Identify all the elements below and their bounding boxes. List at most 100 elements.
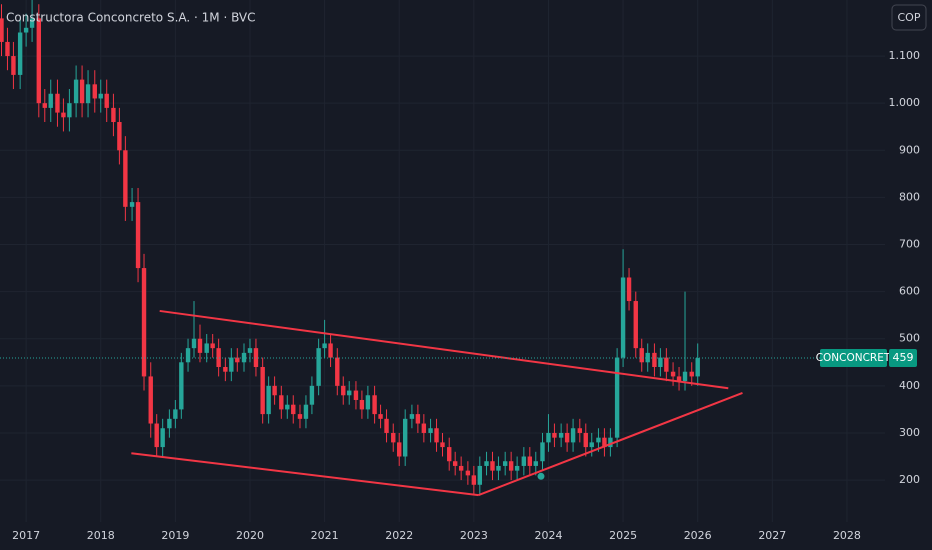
candle-body (210, 343, 215, 349)
candle-body (92, 84, 97, 99)
candle-body (328, 343, 333, 358)
x-tick-label: 2021 (311, 529, 339, 542)
y-tick-label: 700 (899, 238, 920, 251)
candle-body (148, 376, 153, 424)
candle-body (322, 343, 327, 349)
candle-body (85, 84, 91, 104)
trend-line (477, 391, 743, 497)
candle-body (633, 301, 638, 349)
candle-body (695, 358, 700, 377)
candle-body (484, 461, 489, 466)
candle-body (570, 428, 576, 443)
candle-body (378, 414, 383, 419)
candle-body (626, 277, 632, 302)
candle-body (558, 432, 564, 438)
candle-body (465, 470, 471, 476)
candle-body (223, 367, 228, 372)
candle-body (353, 390, 359, 400)
candle-body (48, 93, 53, 108)
candle-body (447, 447, 452, 462)
candle-body (285, 404, 290, 410)
candle-body (191, 338, 197, 349)
candle-body (614, 357, 620, 438)
candle-body (154, 423, 159, 448)
candle-body (521, 456, 527, 466)
candle-body (365, 395, 371, 410)
x-tick-label: 2025 (609, 529, 637, 542)
x-tick-label: 2019 (161, 529, 189, 542)
candle-body (335, 357, 340, 386)
event-marker (537, 472, 545, 480)
candle-body (67, 103, 72, 118)
candle-body (167, 418, 172, 429)
currency-button[interactable] (891, 4, 927, 31)
candle-body (204, 343, 209, 353)
candle-body (272, 385, 277, 396)
candle-body (359, 399, 365, 410)
candle-body (490, 461, 495, 471)
candle-body (309, 385, 315, 405)
candle-body (620, 277, 626, 358)
candle-body (197, 338, 203, 353)
candle-body (104, 93, 109, 108)
candle-body (676, 376, 682, 382)
candle-body (266, 385, 271, 415)
candle-body (508, 461, 514, 471)
candle-body (111, 107, 116, 123)
candle-body (608, 437, 613, 448)
candle-body (79, 79, 85, 104)
candle-body (216, 348, 221, 368)
candle-body (17, 32, 23, 75)
x-tick-label: 2027 (758, 529, 786, 542)
candle-body (471, 475, 477, 485)
symbol-label: CONCONCRET (816, 352, 891, 364)
y-tick-label: 800 (899, 190, 920, 203)
candle-body (689, 371, 694, 377)
candle-body (179, 362, 184, 410)
plot (0, 0, 885, 497)
candle-body (36, 18, 42, 104)
candle-body (141, 268, 147, 377)
y-tick-label: 200 (899, 473, 920, 486)
candle-body (29, 18, 35, 28)
candle-body (129, 202, 135, 207)
candle-body (0, 18, 4, 42)
candle-body (5, 41, 10, 57)
candle-body (23, 27, 29, 33)
candle-body (173, 409, 178, 419)
candle-body (589, 442, 594, 448)
candle-body (98, 93, 103, 99)
candle-body (11, 56, 16, 75)
candle-body (372, 395, 377, 415)
x-tick-label: 2022 (385, 529, 413, 542)
x-tick-label: 2023 (460, 529, 488, 542)
candle-body (428, 428, 433, 433)
candle-body (658, 357, 663, 368)
candle-body (73, 79, 79, 104)
candle-body (61, 112, 66, 118)
candle-body (527, 456, 533, 466)
currency-label[interactable]: COP (898, 11, 921, 24)
candle-body (670, 371, 676, 377)
candle-body (583, 432, 588, 448)
symbol-badge (820, 349, 887, 368)
candle-body (135, 202, 141, 269)
candle-body (664, 357, 669, 372)
candle-body (235, 357, 240, 363)
candle-body (247, 348, 253, 353)
candle-body (434, 428, 439, 443)
candle-body (316, 348, 321, 386)
candle-body (347, 390, 352, 396)
y-tick-label: 400 (899, 379, 920, 392)
candle-body (341, 385, 346, 396)
candle-body (564, 432, 570, 443)
candle-body (596, 437, 601, 443)
candle-body (397, 442, 402, 457)
trend-line (131, 452, 479, 497)
candle-body (682, 371, 688, 382)
candle-body (42, 103, 47, 108)
candle-body (602, 437, 607, 448)
candle-body (123, 150, 128, 207)
